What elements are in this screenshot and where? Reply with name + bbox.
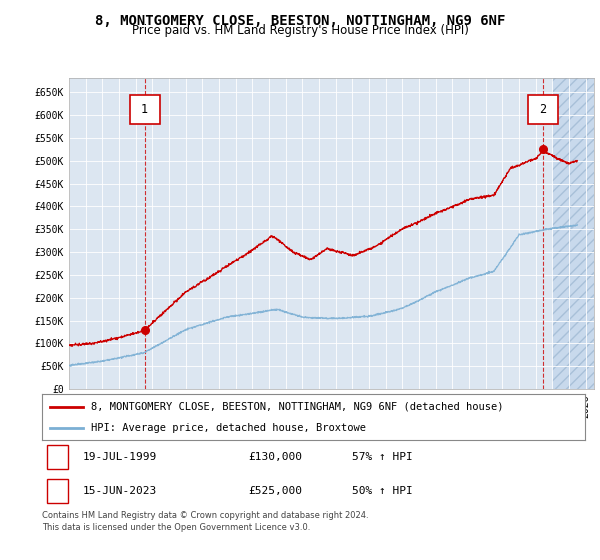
Text: 50% ↑ HPI: 50% ↑ HPI	[352, 486, 412, 496]
Text: Price paid vs. HM Land Registry's House Price Index (HPI): Price paid vs. HM Land Registry's House …	[131, 24, 469, 37]
Text: £525,000: £525,000	[248, 486, 302, 496]
Text: 15-JUN-2023: 15-JUN-2023	[83, 486, 157, 496]
Text: 1: 1	[55, 452, 61, 462]
FancyBboxPatch shape	[47, 479, 68, 503]
Text: 19-JUL-1999: 19-JUL-1999	[83, 452, 157, 462]
Text: HPI: Average price, detached house, Broxtowe: HPI: Average price, detached house, Brox…	[91, 423, 366, 433]
Text: £130,000: £130,000	[248, 452, 302, 462]
Text: 1: 1	[141, 103, 148, 116]
Text: 8, MONTGOMERY CLOSE, BEESTON, NOTTINGHAM, NG9 6NF (detached house): 8, MONTGOMERY CLOSE, BEESTON, NOTTINGHAM…	[91, 402, 503, 412]
Text: 2: 2	[539, 103, 547, 116]
Text: 8, MONTGOMERY CLOSE, BEESTON, NOTTINGHAM, NG9 6NF: 8, MONTGOMERY CLOSE, BEESTON, NOTTINGHAM…	[95, 14, 505, 28]
FancyBboxPatch shape	[528, 95, 558, 124]
Text: Contains HM Land Registry data © Crown copyright and database right 2024.
This d: Contains HM Land Registry data © Crown c…	[42, 511, 368, 531]
FancyBboxPatch shape	[130, 95, 160, 124]
Text: 2: 2	[55, 486, 61, 496]
Text: 57% ↑ HPI: 57% ↑ HPI	[352, 452, 412, 462]
FancyBboxPatch shape	[47, 445, 68, 469]
